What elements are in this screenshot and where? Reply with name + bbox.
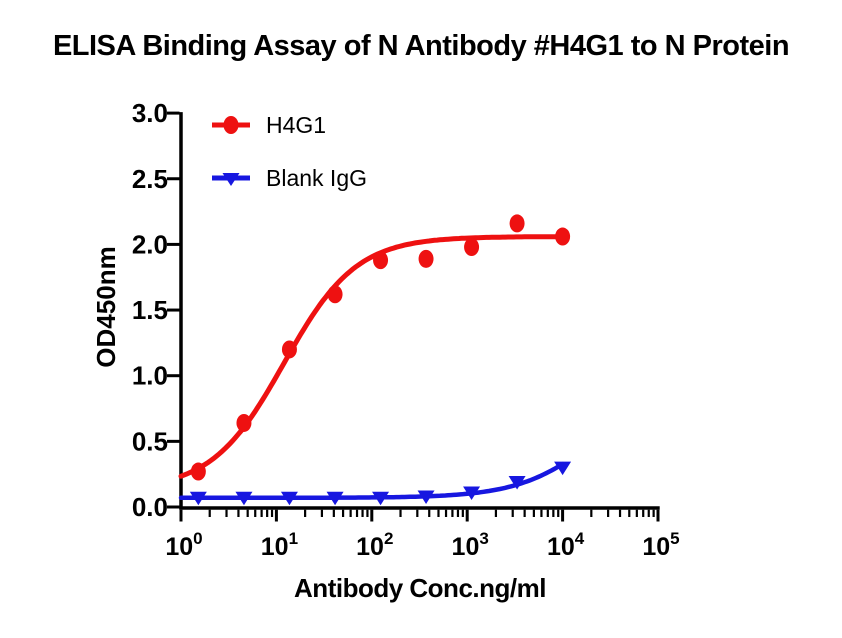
data-point-circle-icon [555, 227, 571, 246]
x-axis-label: Antibody Conc.ng/ml [294, 573, 546, 603]
legend-item-blank-igg: Blank IgG [212, 165, 367, 191]
legend-triangle-marker-icon [222, 173, 240, 186]
data-point-triangle-icon [417, 490, 435, 504]
legend-circle-marker-icon [223, 116, 239, 134]
data-point-circle-icon [327, 285, 343, 304]
y-tick-label: 1.0 [132, 361, 168, 391]
data-point-triangle-icon [280, 491, 298, 506]
y-tick-label: 0.5 [132, 426, 168, 456]
axes: 0.0 0.5 1.0 1.5 2.0 2.5 3.0 100 101 102 103 104 105 [132, 98, 680, 561]
series-curve-h4g1 [178, 234, 566, 479]
legend-label: Blank IgG [266, 165, 367, 191]
data-point-circle-icon [509, 214, 525, 233]
x-tick-label: 104 [547, 529, 585, 561]
x-tick-label: 102 [356, 529, 393, 561]
y-tick-label: 2.0 [132, 229, 168, 259]
x-tick-label: 101 [261, 529, 298, 561]
data-point-circle-icon [418, 249, 434, 268]
y-tick-label: 2.5 [132, 164, 168, 194]
data-point-triangle-icon [372, 491, 390, 506]
chart-title: ELISA Binding Assay of N Antibody #H4G1 … [52, 30, 790, 62]
data-point-circle-icon [236, 413, 252, 432]
data-point-triangle-icon [508, 476, 526, 490]
data-point-triangle-icon [235, 491, 253, 506]
series-points-blank-igg [189, 461, 572, 506]
y-axis-label: OD450nm [91, 246, 121, 367]
legend-item-h4g1: H4G1 [212, 112, 326, 138]
data-point-triangle-icon [189, 491, 207, 506]
x-tick-label: 100 [165, 529, 202, 561]
data-point-circle-icon [464, 238, 480, 257]
y-tick-label: 1.5 [132, 295, 168, 325]
data-point-circle-icon [190, 462, 206, 481]
data-point-triangle-icon [326, 491, 344, 506]
series-points-h4g1 [190, 214, 571, 481]
y-tick-label: 3.0 [132, 98, 168, 128]
data-point-circle-icon [281, 340, 297, 359]
x-tick-label: 103 [452, 529, 489, 561]
data-point-triangle-icon [554, 461, 572, 476]
x-tick-label: 105 [642, 529, 679, 561]
y-tick-label: 0.0 [132, 492, 168, 522]
data-point-circle-icon [373, 251, 389, 270]
data-point-triangle-icon [463, 486, 481, 501]
legend-label: H4G1 [266, 112, 326, 138]
